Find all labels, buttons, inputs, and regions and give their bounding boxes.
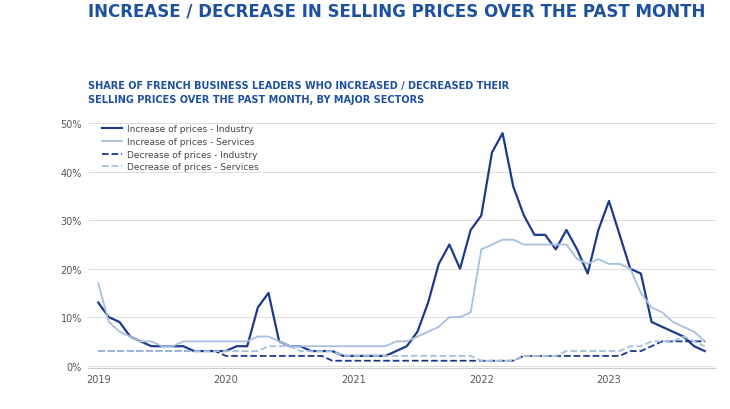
Legend: Increase of prices - Industry, Increase of prices - Services, Decrease of prices: Increase of prices - Industry, Increase … <box>99 121 263 175</box>
Text: INCREASE / DECREASE IN SELLING PRICES OVER THE PAST MONTH: INCREASE / DECREASE IN SELLING PRICES OV… <box>88 2 705 20</box>
Text: SHARE OF FRENCH BUSINESS LEADERS WHO INCREASED / DECREASED THEIR
SELLING PRICES : SHARE OF FRENCH BUSINESS LEADERS WHO INC… <box>88 81 509 104</box>
